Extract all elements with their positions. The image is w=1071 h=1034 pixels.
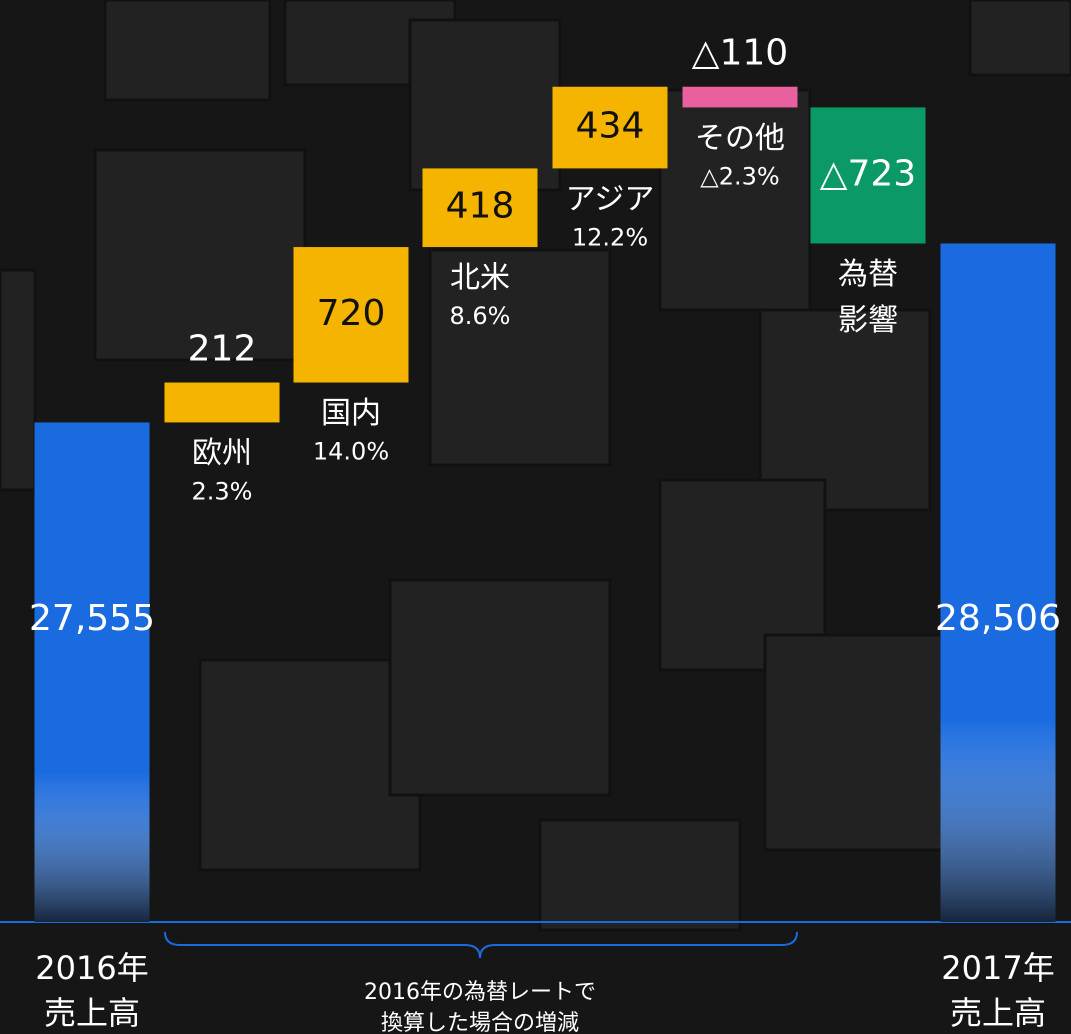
bar-fade xyxy=(940,243,1056,922)
bar xyxy=(682,86,798,108)
category-label: 欧州 xyxy=(192,436,252,471)
bar-fade xyxy=(34,422,150,922)
category-label: その他 xyxy=(695,121,785,156)
category-label: 売上高 xyxy=(950,994,1046,1032)
value-label: 27,555 xyxy=(29,598,155,639)
growth-label: △2.3% xyxy=(700,162,779,190)
value-label: 28,506 xyxy=(935,598,1061,639)
brace xyxy=(164,931,798,959)
value-label: 720 xyxy=(317,293,386,334)
value-label: 434 xyxy=(576,106,645,147)
category-label: 北米 xyxy=(450,261,510,296)
category-label: 2017年 xyxy=(941,949,1054,987)
category-label: 国内 xyxy=(321,396,381,431)
bar xyxy=(810,107,926,244)
annotation: 2016年の為替レートで xyxy=(364,980,596,1005)
category-label: 売上高 xyxy=(44,994,140,1032)
bar xyxy=(293,247,409,383)
bar xyxy=(164,382,280,423)
growth-label: 14.0% xyxy=(313,438,389,466)
bar xyxy=(552,86,668,169)
category-label: 影響 xyxy=(838,303,898,338)
value-label: 212 xyxy=(188,329,257,370)
value-label: 418 xyxy=(446,186,515,227)
annotation: 換算した場合の増減 xyxy=(381,1011,579,1034)
growth-label: 8.6% xyxy=(450,302,511,330)
value-label: △723 xyxy=(820,153,916,194)
bar xyxy=(422,168,538,248)
value-label: △110 xyxy=(692,33,788,74)
growth-label: 2.3% xyxy=(192,477,253,505)
category-label: 2016年 xyxy=(35,949,148,987)
category-label: アジア xyxy=(566,182,655,217)
growth-label: 12.2% xyxy=(572,223,648,251)
category-label: 為替 xyxy=(838,257,898,292)
